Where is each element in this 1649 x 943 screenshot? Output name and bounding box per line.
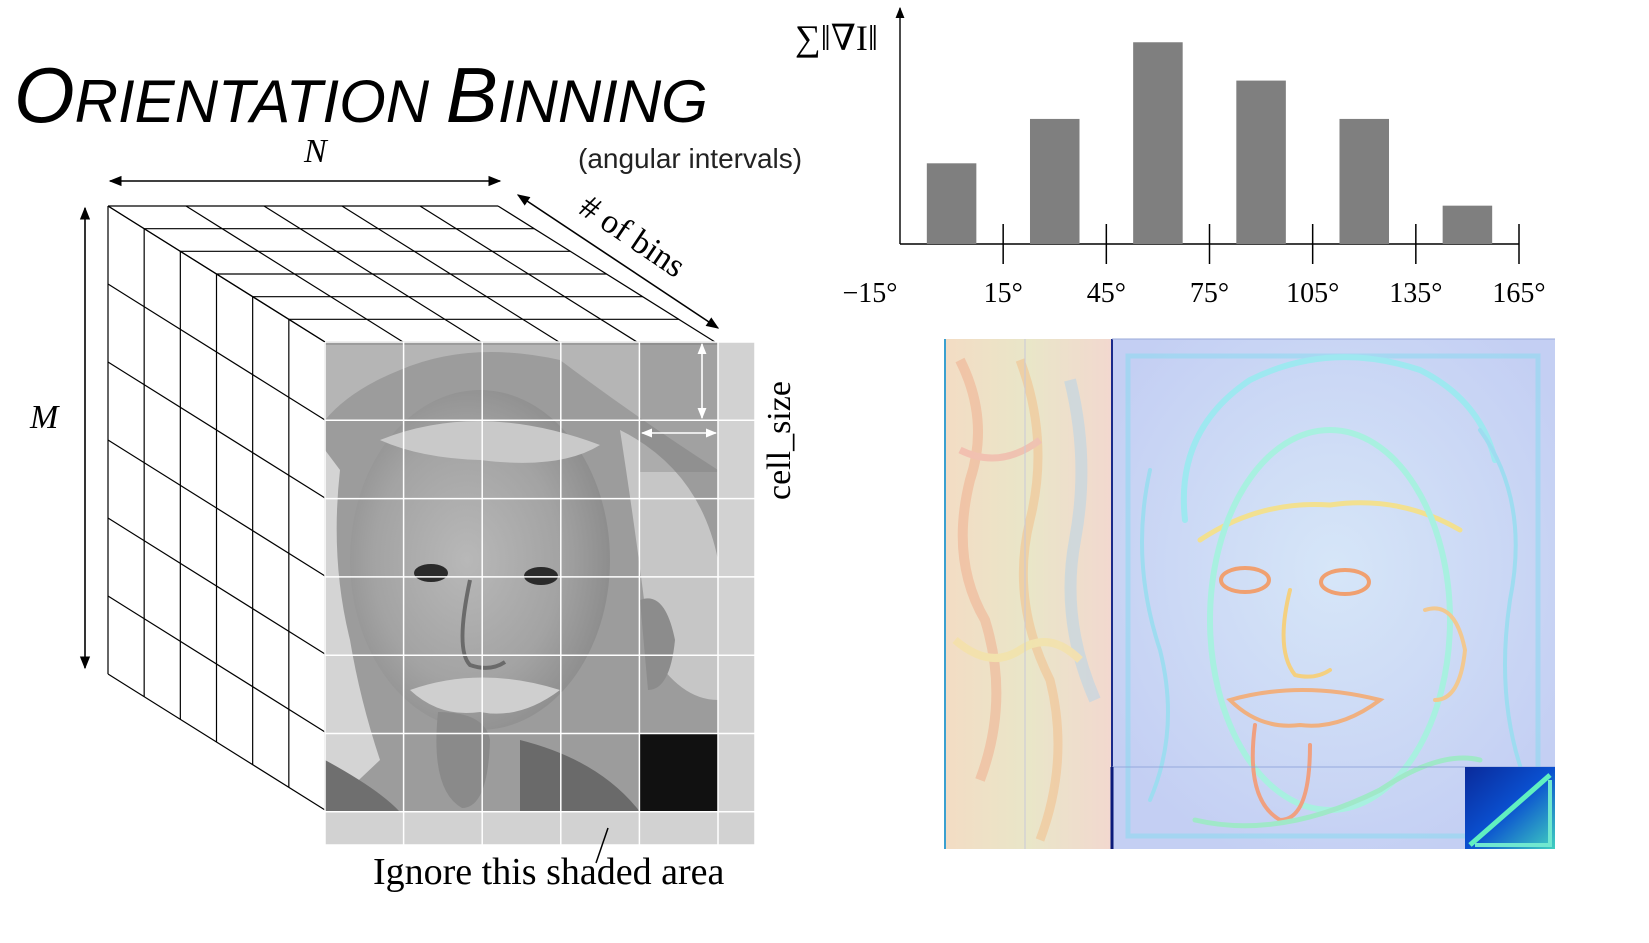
histogram-ticks: −15° 15° 45° 75° 105° 135° 165° (843, 224, 1546, 309)
histogram-bar-0deg (926, 163, 977, 244)
histogram-tick-label: 165° (1492, 278, 1545, 309)
histogram-tick-label: 75° (1190, 278, 1229, 309)
diagram-title: ORIENTATION BINNING (14, 51, 708, 139)
title-rest-rientation: RIENTATION (75, 68, 430, 135)
caption-pointer (595, 827, 609, 864)
portrait-photo (325, 345, 718, 812)
histogram-bar-60deg (1133, 42, 1183, 245)
shaded-area-caption: Ignore this shaded area (373, 851, 724, 893)
title-initial-o: O (14, 51, 75, 139)
histogram-tick-label: 15° (984, 278, 1023, 309)
front-face-grid (324, 341, 756, 846)
gradient-heatmap (944, 338, 1555, 849)
histogram-tick-label: 135° (1389, 278, 1442, 309)
histogram-bars (926, 42, 1493, 245)
histogram-tick-label: −15° (843, 278, 898, 309)
m-label: M (29, 399, 60, 436)
histogram-bar-120deg (1339, 118, 1390, 244)
subtitle-angular-intervals: (angular intervals) (578, 143, 802, 174)
histogram-bar-30deg (1029, 118, 1080, 244)
histogram-bar-90deg (1236, 80, 1286, 244)
cube-diagram: N M # of bins (29, 133, 798, 893)
histogram-bar-150deg (1442, 205, 1493, 244)
title-rest-inning: INNING (498, 68, 708, 135)
cell-size-label: cell_size (761, 381, 798, 500)
histogram-y-label: ∑‖∇I‖ (795, 18, 878, 58)
orientation-histogram: ∑‖∇I‖ −15° 15° 45° 75° 105° 135° 165° (795, 6, 1546, 309)
histogram-tick-label: 45° (1087, 278, 1126, 309)
histogram-tick-label: 105° (1286, 278, 1339, 309)
heatmap-edges (1125, 353, 1541, 839)
dark-cell (640, 733, 718, 812)
cube-wireframe (107, 205, 716, 811)
bins-dimension-arrow (516, 194, 720, 329)
n-label: N (303, 133, 329, 170)
front-face (324, 341, 756, 846)
title-initial-b: B (446, 51, 498, 139)
